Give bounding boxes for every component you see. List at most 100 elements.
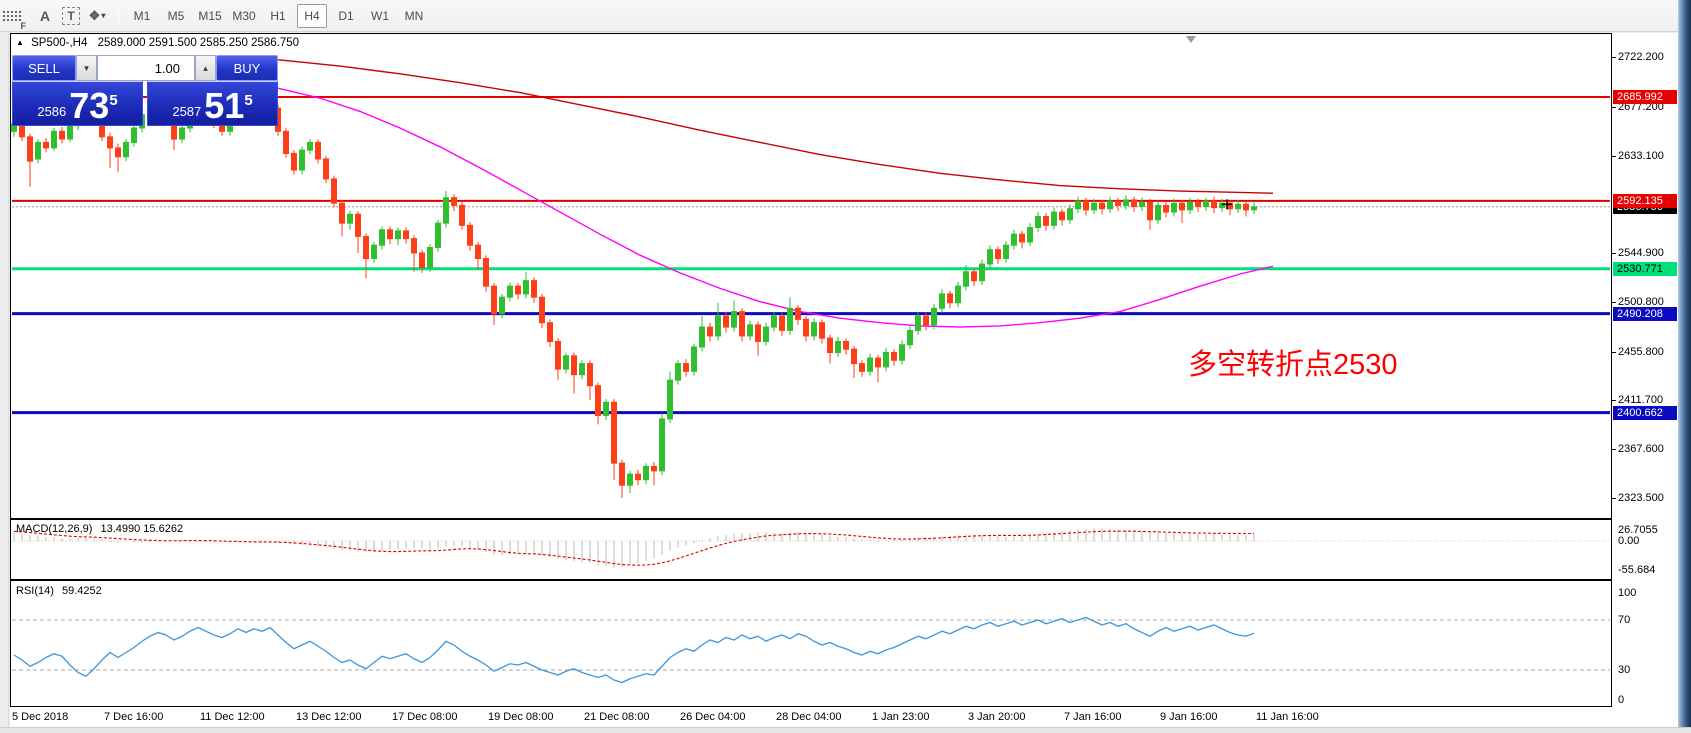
macd-histogram-bar <box>357 541 359 552</box>
candle-body <box>675 363 681 381</box>
buy-price-display[interactable]: 2587 51 5 <box>147 81 278 126</box>
candle-body <box>315 141 321 160</box>
price-tick-mark <box>1612 253 1616 255</box>
macd-histogram-bar <box>381 541 383 552</box>
macd-histogram-bar <box>1061 531 1063 541</box>
price-chart-canvas[interactable] <box>11 34 1611 518</box>
time-axis[interactable]: 5 Dec 2018 7 Dec 16:00 11 Dec 12:00 13 Dec … <box>10 707 1612 727</box>
macd-histogram-bar <box>1213 534 1215 541</box>
price-tick-mark <box>1612 155 1616 157</box>
candle-body <box>291 152 297 171</box>
macd-pane[interactable] <box>10 519 1612 580</box>
macd-canvas[interactable] <box>11 520 1611 579</box>
candle-body <box>131 127 137 143</box>
time-axis-label: 11 Dec 12:00 <box>200 711 265 723</box>
timeframe-button-d1[interactable]: D1 <box>338 8 354 23</box>
timeframe-button-h4[interactable]: H4 <box>297 3 327 28</box>
candle-body <box>1123 199 1129 206</box>
macd-histogram-bar <box>1093 528 1095 541</box>
candle-body <box>667 379 673 420</box>
volume-decrease-button[interactable]: ▾ <box>76 55 97 81</box>
volume-input[interactable] <box>97 55 195 81</box>
macd-histogram-bar <box>413 541 415 549</box>
time-axis-label: 19 Dec 08:00 <box>488 711 554 723</box>
fibonacci-tool-icon[interactable]: F <box>2 4 28 31</box>
macd-histogram-bar <box>341 541 343 551</box>
sell-button[interactable]: SELL <box>12 55 76 81</box>
hline-price-flag: 2685.992 <box>1613 90 1677 105</box>
candle-body <box>1043 215 1049 226</box>
timeframe-button-m5[interactable]: M5 <box>167 8 185 23</box>
macd-histogram-bar <box>869 540 871 542</box>
chevron-down-icon: ▾ <box>101 11 106 20</box>
candle-body <box>459 204 465 226</box>
price-tick-mark <box>1612 301 1616 303</box>
time-axis-label: 21 Dec 08:00 <box>584 711 650 723</box>
macd-histogram-bar <box>693 541 695 543</box>
candle-body <box>907 329 913 346</box>
sell-price-display[interactable]: 2586 73 5 <box>12 81 143 126</box>
candle-body <box>619 462 625 486</box>
macd-values: 13.4990 15.6262 <box>100 523 184 535</box>
candle-body <box>763 326 769 342</box>
candle-body <box>443 197 449 224</box>
buy-price-big: 51 <box>204 85 245 126</box>
candle-body <box>963 271 969 287</box>
candle-body <box>27 136 33 162</box>
candle-body <box>1003 244 1009 260</box>
macd-histogram-bar <box>157 541 159 542</box>
candle-body <box>867 357 873 372</box>
candle-body <box>691 346 697 372</box>
macd-histogram-bar <box>965 534 967 541</box>
candle-body <box>1067 208 1073 221</box>
candle-body <box>451 197 457 206</box>
macd-histogram-bar <box>77 538 79 541</box>
chart-text-annotation: 多空转折点2530 <box>1188 349 1398 381</box>
buy-price-prefix: 2587 <box>172 104 202 119</box>
text-label-tool-icon[interactable]: T <box>62 6 80 25</box>
timeframe-button-h1[interactable]: H1 <box>270 8 286 23</box>
candle-body <box>579 363 585 376</box>
volume-increase-button[interactable]: ▴ <box>195 55 216 81</box>
arrows-tool-icon[interactable]: ❖ ▾ <box>84 4 110 28</box>
chart-header: ▲ SP500-,H4 2589.000 2591.500 2585.250 2… <box>16 37 299 49</box>
candle-body <box>35 141 41 160</box>
rsi-pane[interactable] <box>10 580 1612 707</box>
time-axis-label: 7 Dec 16:00 <box>104 711 164 723</box>
timeframe-button-mn[interactable]: MN <box>404 8 424 23</box>
candle-body <box>1163 204 1169 213</box>
timeframe-button-m30[interactable]: M30 <box>232 8 256 23</box>
chart-shift-marker-icon[interactable] <box>1186 36 1196 43</box>
candle-body <box>571 355 577 376</box>
candle-body <box>987 249 993 265</box>
text-tool-icon[interactable]: A <box>39 7 51 24</box>
candle-body <box>435 222 441 248</box>
buy-button[interactable]: BUY <box>216 55 278 81</box>
macd-histogram-bar <box>1197 534 1199 541</box>
macd-histogram-bar <box>213 541 215 542</box>
macd-histogram-bar <box>1037 534 1039 541</box>
timeframe-button-m15[interactable]: M15 <box>198 8 222 23</box>
rsi-line <box>13 616 1255 684</box>
arrows-glyph: ❖ <box>88 7 101 23</box>
macd-histogram-bar <box>709 538 711 541</box>
macd-histogram-bar <box>69 538 71 541</box>
candle-body <box>115 147 121 158</box>
sell-price-sup: 5 <box>109 92 118 109</box>
collapse-arrow-icon[interactable]: ▲ <box>16 38 24 47</box>
macd-histogram-bar <box>701 540 703 542</box>
macd-histogram-bar <box>421 541 423 549</box>
timeframe-button-m1[interactable]: M1 <box>133 8 151 23</box>
macd-histogram-bar <box>629 541 631 565</box>
candle-body <box>363 235 369 260</box>
price-tick-mark <box>1612 106 1616 108</box>
price-axis[interactable]: 2722.200 2677.200 2633.100 2544.900 2500.800… <box>1612 33 1678 727</box>
rsi-canvas[interactable] <box>11 581 1611 706</box>
timeframe-button-w1[interactable]: W1 <box>371 8 389 23</box>
price-tick-label: 2500.800 <box>1618 295 1664 308</box>
candle-body <box>1083 200 1089 211</box>
time-axis-label: 11 Jan 16:00 <box>1256 711 1319 723</box>
macd-histogram-bar <box>21 533 23 541</box>
candle-body <box>1235 203 1241 210</box>
